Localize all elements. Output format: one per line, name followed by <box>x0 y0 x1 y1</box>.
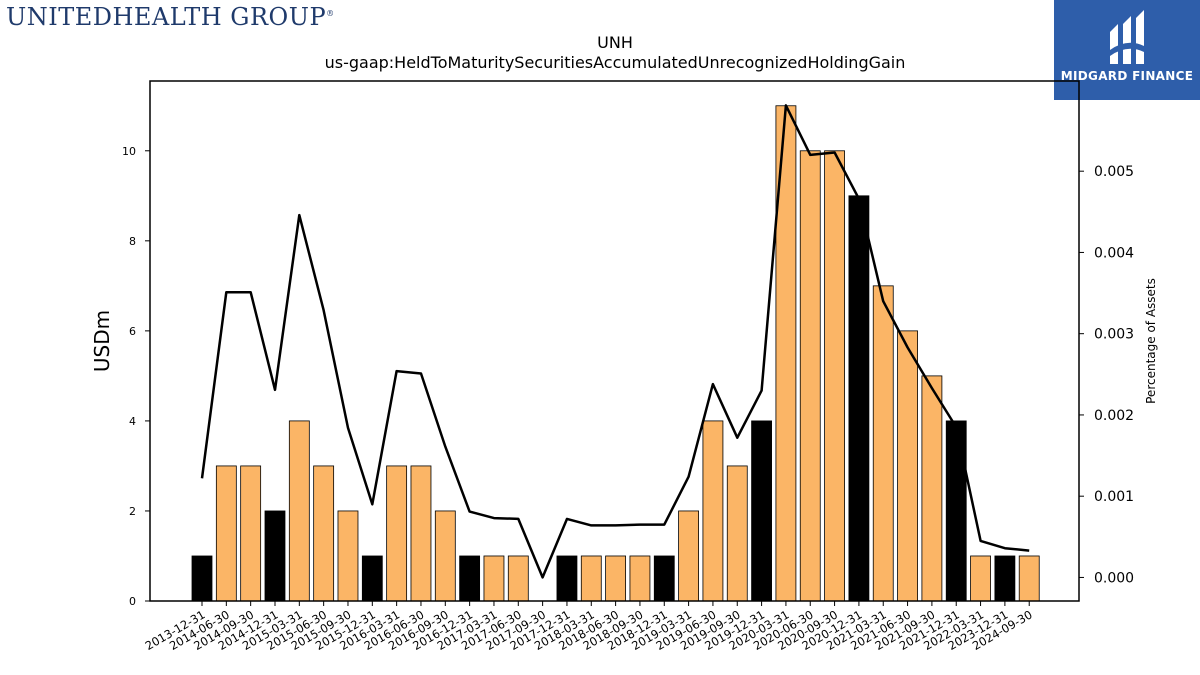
y2-tick-label: 0.000 <box>1094 570 1134 586</box>
bar-series <box>191 105 1040 602</box>
line-series <box>200 104 1030 579</box>
bar <box>483 555 505 602</box>
bar <box>848 195 870 602</box>
y-tick-label: 10 <box>122 145 136 158</box>
bar <box>507 555 529 602</box>
bar <box>872 285 894 602</box>
logo-right-text: MIDGARD FINANCE <box>1060 69 1194 83</box>
bar <box>994 555 1016 602</box>
bar <box>605 555 627 602</box>
bar <box>191 555 213 602</box>
y-tick-label: 4 <box>129 415 136 428</box>
bar <box>361 555 383 602</box>
bar <box>1018 555 1040 602</box>
left-axis-ticks: 0 2 4 6 8 10 <box>122 145 150 608</box>
bar <box>799 150 821 602</box>
x-axis-ticks: 2013-12-312014-06-302014-09-302014-12-31… <box>143 601 1035 653</box>
y-tick-label: 8 <box>129 235 136 248</box>
registered-mark: ® <box>326 9 335 18</box>
bar <box>410 465 432 602</box>
chart-subtitle: us-gaap:HeldToMaturitySecuritiesAccumula… <box>325 53 906 72</box>
y2-tick-label: 0.002 <box>1094 408 1134 424</box>
bar <box>702 420 724 602</box>
y2-tick-label: 0.004 <box>1094 245 1134 261</box>
bar <box>726 465 748 602</box>
bar <box>897 330 918 602</box>
bar <box>556 555 578 602</box>
bar <box>751 420 772 602</box>
bar <box>288 420 310 602</box>
bar <box>653 555 675 602</box>
y-tick-label: 0 <box>129 595 136 608</box>
bar <box>824 150 845 602</box>
y-axis-label: USDm <box>90 310 114 372</box>
bar <box>313 465 335 602</box>
right-axis-ticks: 0.000 0.001 0.002 0.003 0.004 0.005 <box>1079 164 1134 586</box>
bar <box>264 510 286 602</box>
y-tick-label: 2 <box>129 505 136 518</box>
bar <box>629 555 651 602</box>
bar <box>240 465 262 602</box>
bar <box>386 465 408 602</box>
bar <box>945 420 967 602</box>
logo-left-text: UNITEDHEALTH GROUP <box>6 3 327 31</box>
percentage-line <box>200 104 1030 579</box>
bar <box>970 555 991 602</box>
bar <box>921 375 943 602</box>
y2-tick-label: 0.005 <box>1094 164 1134 180</box>
bar <box>678 510 699 602</box>
y2-tick-label: 0.001 <box>1094 489 1134 505</box>
y2-axis-label: Percentage of Assets <box>1144 278 1158 404</box>
y2-tick-label: 0.003 <box>1094 327 1134 343</box>
plot-frame <box>149 80 1080 602</box>
bar <box>580 555 602 602</box>
bar <box>215 465 237 602</box>
bar <box>337 510 359 602</box>
chart-title: UNH <box>597 33 633 52</box>
y-tick-label: 6 <box>129 325 136 338</box>
bar <box>459 555 481 602</box>
midgard-m-icon <box>1110 10 1144 64</box>
unitedhealth-group-logo: UNITEDHEALTH GROUP® <box>6 3 335 31</box>
bar <box>434 510 456 602</box>
